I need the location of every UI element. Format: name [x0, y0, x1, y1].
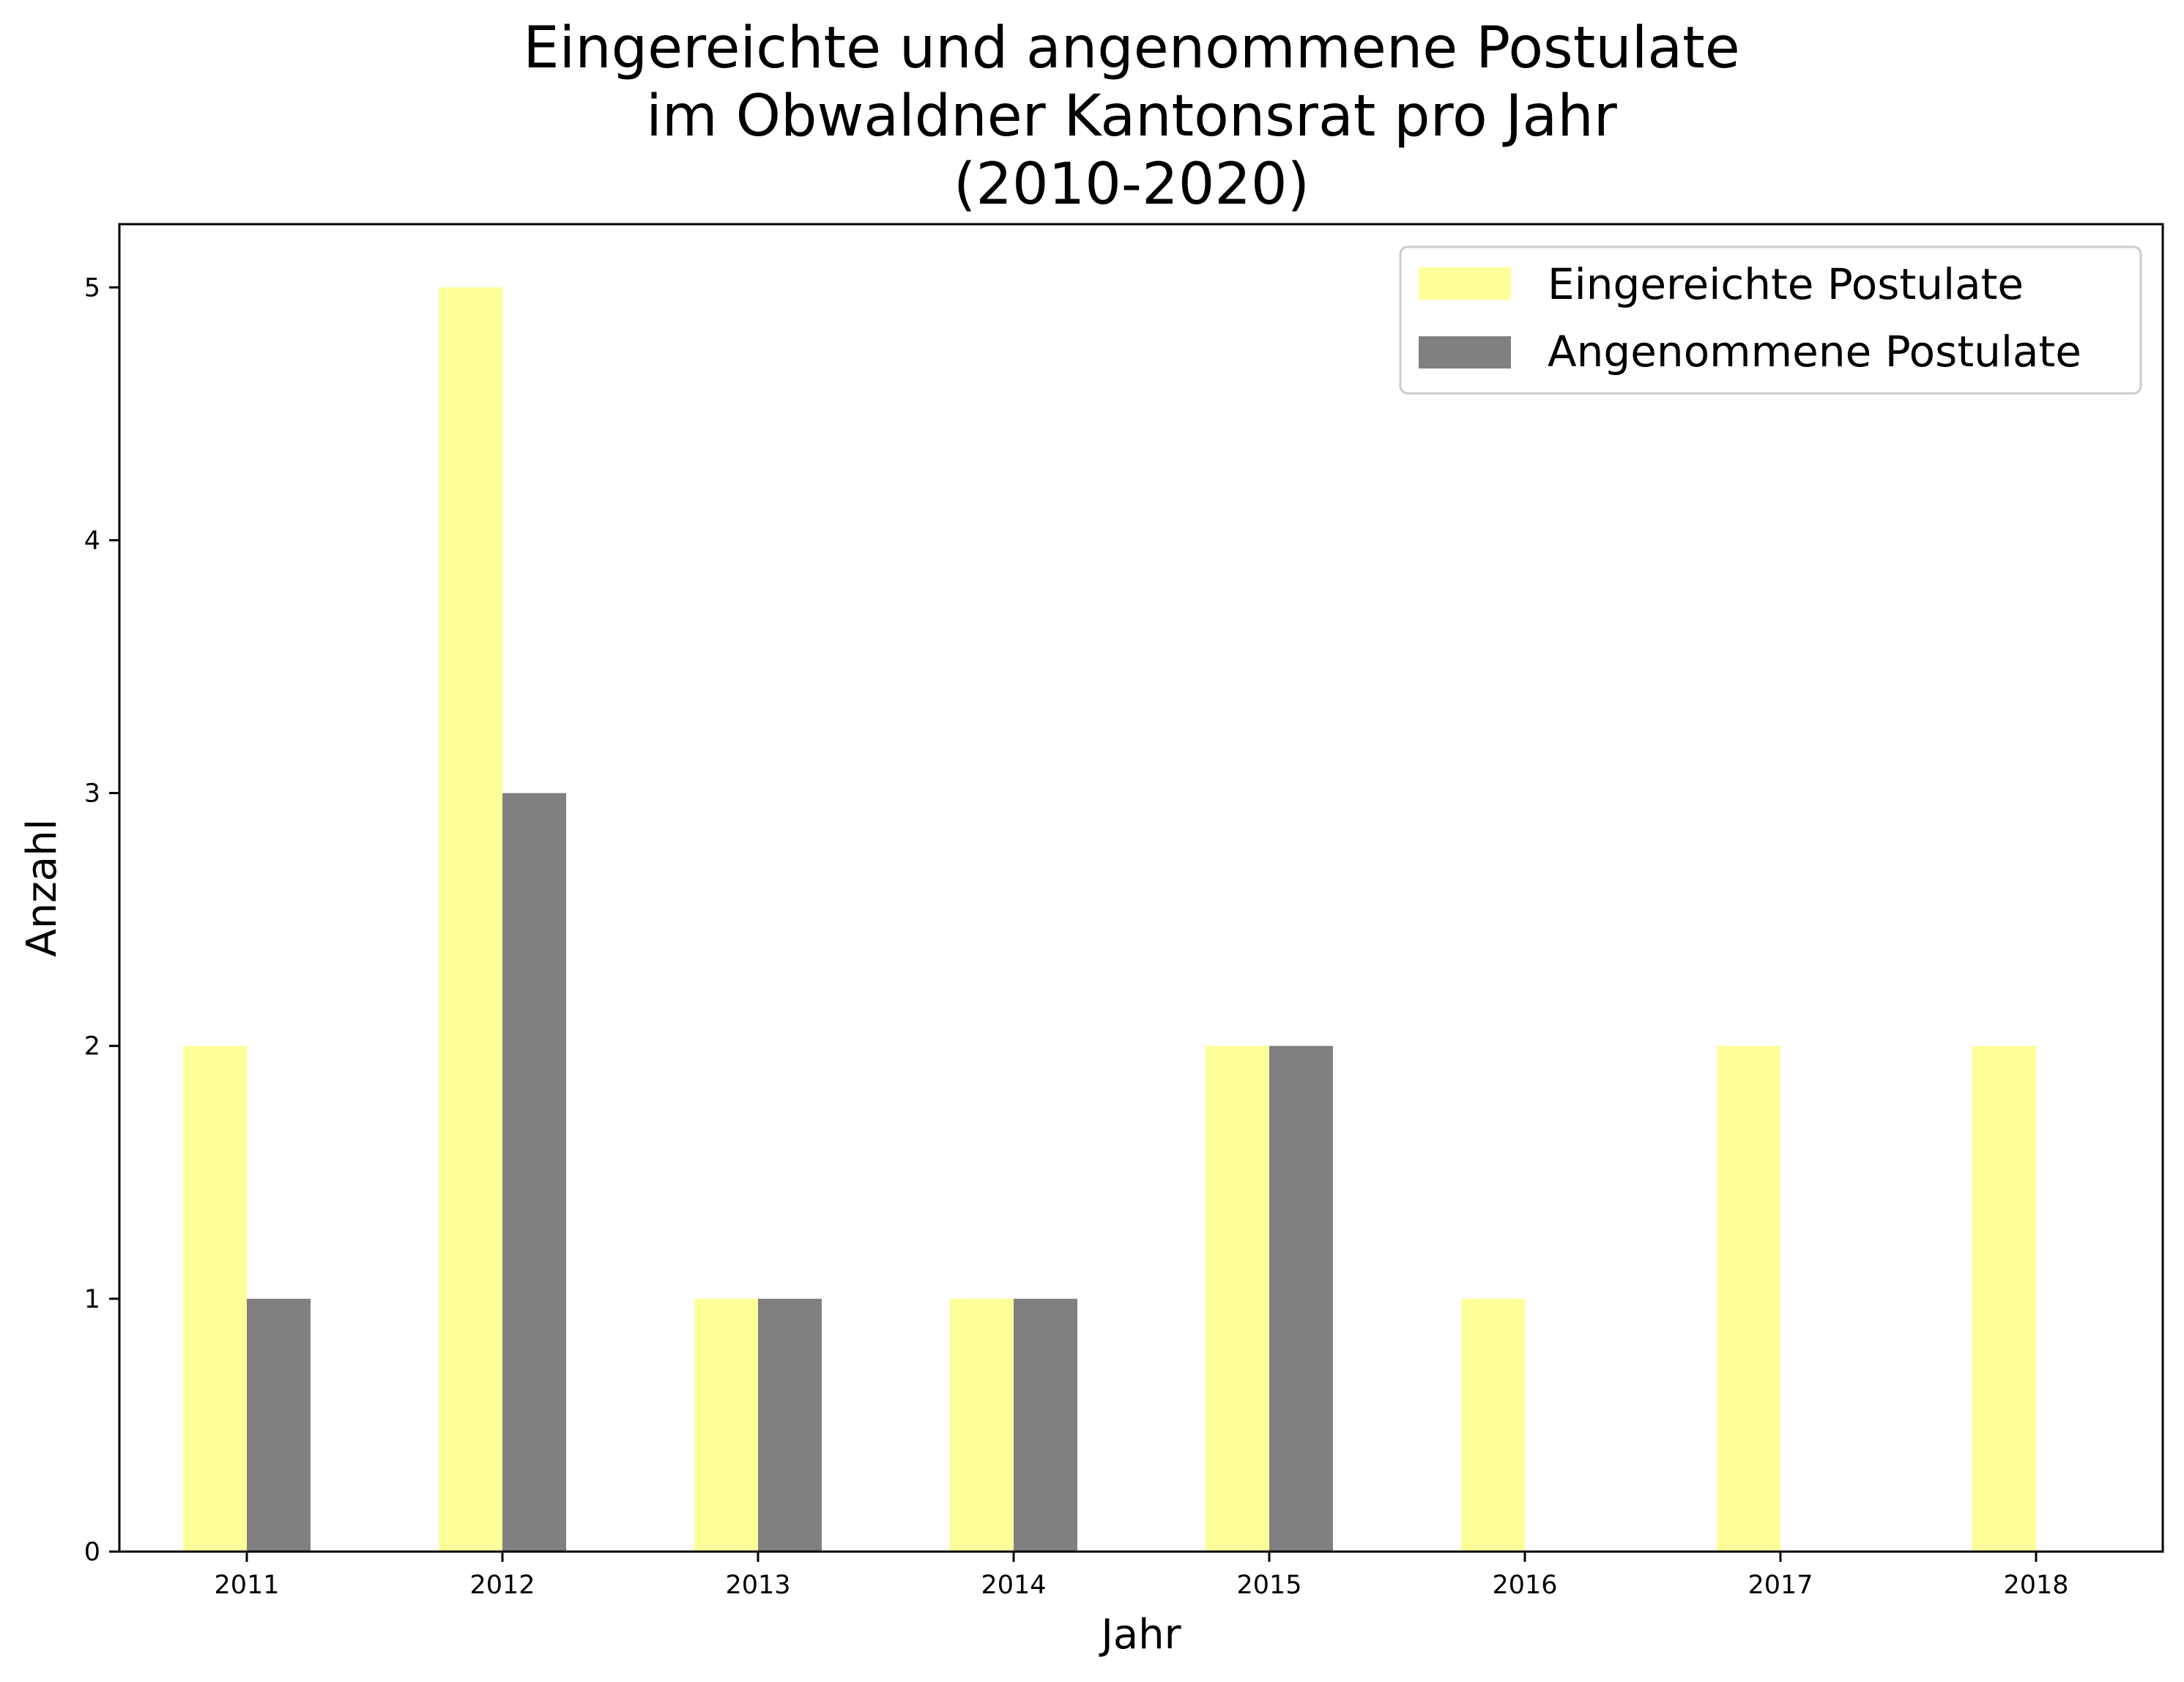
x-tick-label-2014: 2014 [981, 1571, 1046, 1600]
legend: Eingereichte Postulate Angenommene Postu… [1399, 245, 2142, 395]
chart-title-line-1: Eingereichte und angenommene Postulate [523, 15, 1740, 81]
y-tick-label-3: 3 [84, 779, 100, 809]
y-tick-label-2: 2 [84, 1032, 100, 1062]
bar-eingereichte-2012 [439, 287, 502, 1552]
bar-eingereichte-2017 [1717, 1045, 1780, 1552]
bar-angenommene-2014 [1014, 1298, 1077, 1552]
chart-title: Eingereichte und angenommene Postulate i… [523, 15, 1740, 218]
chart-title-line-3: (2010-2020) [954, 152, 1310, 218]
chart-title-line-2: im Obwaldner Kantonsrat pro Jahr [646, 84, 1618, 149]
y-tick-label-0: 0 [84, 1538, 100, 1567]
y-tick-label-5: 5 [84, 273, 100, 303]
bar-angenommene-2011 [247, 1298, 311, 1552]
bar-angenommene-2013 [758, 1298, 822, 1552]
y-tick-label-1: 1 [84, 1285, 100, 1314]
x-tick-label-2016: 2016 [1492, 1571, 1557, 1600]
x-tick-label-2017: 2017 [1747, 1571, 1813, 1600]
legend-label-angenommene: Angenommene Postulate [1548, 327, 2081, 377]
x-axis-label: Jahr [1099, 1611, 1181, 1659]
y-axis-ticks: 0 1 2 3 4 5 [84, 273, 119, 1567]
x-tick-label-2018: 2018 [2003, 1571, 2068, 1600]
y-tick-label-4: 4 [84, 526, 100, 555]
legend-frame [1399, 245, 2142, 395]
x-axis-ticks: 2011 2012 2013 2014 2015 2016 2017 2018 [214, 1552, 2069, 1600]
bar-eingereichte-2016 [1461, 1298, 1525, 1552]
x-tick-label-2011: 2011 [214, 1571, 279, 1600]
bar-angenommene-2015 [1269, 1045, 1333, 1552]
bars [183, 287, 2036, 1552]
legend-label-eingereichte: Eingereichte Postulate [1548, 259, 2024, 309]
bar-eingereichte-2015 [1206, 1045, 1269, 1552]
x-tick-label-2012: 2012 [469, 1571, 535, 1600]
y-axis-label: Anzahl [18, 819, 66, 957]
legend-swatch-angenommene [1419, 336, 1511, 368]
bar-eingereichte-2014 [950, 1298, 1014, 1552]
bar-eingereichte-2018 [1972, 1045, 2036, 1552]
x-tick-label-2015: 2015 [1236, 1571, 1301, 1600]
bar-eingereichte-2011 [183, 1045, 247, 1552]
bar-eingereichte-2013 [694, 1298, 758, 1552]
legend-swatch-eingereichte [1419, 267, 1511, 300]
plot-area-frame [118, 223, 2164, 1553]
bar-angenommene-2012 [502, 793, 566, 1552]
x-tick-label-2013: 2013 [725, 1571, 790, 1600]
